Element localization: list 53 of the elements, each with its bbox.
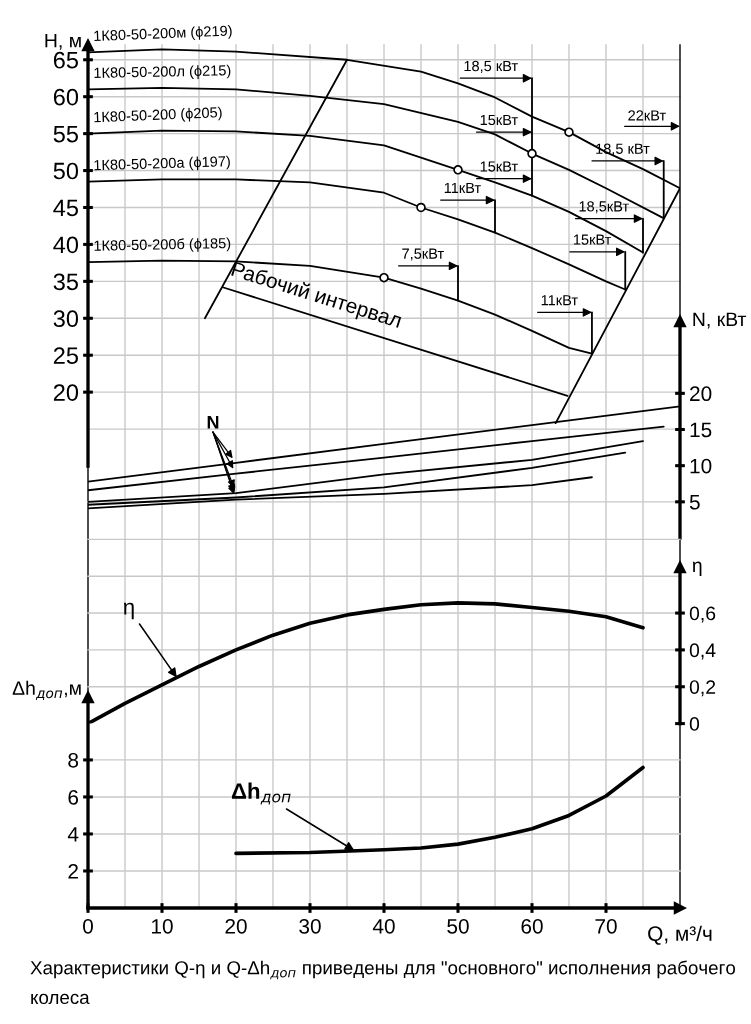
annotation: 15кВт — [480, 161, 518, 172]
y-tick-label: 0,6 — [689, 606, 716, 623]
annotation: η — [123, 602, 134, 620]
annotation: N — [207, 415, 219, 429]
y-tick-label: 25 — [53, 347, 78, 364]
annotation: 22кВт — [628, 110, 666, 121]
y-tick-label: 20 — [53, 384, 79, 401]
y-tick-label: 15 — [690, 422, 712, 438]
series-label: 1К80-50-200б (ϕ185) — [94, 237, 231, 254]
y-tick-label: 8 — [68, 752, 79, 768]
x-tick-label: 10 — [152, 918, 173, 934]
x-tick-label: 70 — [595, 918, 617, 934]
annotation: 15кВт — [480, 114, 518, 126]
y-tick-label: 20 — [690, 386, 712, 402]
y-tick-label: 30 — [53, 310, 79, 328]
y-axis-title: H, м — [45, 33, 81, 50]
y-tick-label: 40 — [53, 236, 79, 254]
text: Характеристики Q-η и Q-Δh$_{доп}$ приведены для "основного" исполнения рабочего колеса — [30, 960, 736, 1005]
y-tick-label: 65 — [53, 51, 78, 69]
y-axis-title: η — [692, 561, 702, 577]
annotation: 18,5кВт — [579, 201, 629, 214]
y-tick-label: 35 — [53, 273, 78, 291]
y-axis-title: N, кВт — [693, 312, 747, 329]
x-tick-label: 60 — [521, 918, 543, 934]
annotation: Δh$_{доп}$ — [231, 782, 291, 805]
y-tick-label: 50 — [53, 162, 79, 180]
y-axis-title: Δh$_{доп}$,м — [12, 680, 81, 700]
y-tick-label: 5 — [689, 495, 700, 510]
y-tick-label: 0,4 — [689, 643, 716, 660]
annotation: 18,5 кВт — [464, 60, 518, 73]
x-tick-label: 50 — [447, 918, 469, 934]
y-tick-label: 55 — [53, 125, 78, 143]
annotation: 15кВт — [573, 234, 612, 245]
series-label: 1К80-50-200м (ϕ219) — [94, 24, 232, 45]
x-tick-label: 0 — [83, 918, 93, 934]
x-tick-label: 20 — [225, 918, 247, 934]
legend-label: 1К80-50-200л (ϕ215) — [94, 64, 231, 81]
y-tick-label: 45 — [53, 199, 78, 217]
annotation: 7,5кВт — [402, 248, 444, 261]
y-tick-label: 4 — [67, 827, 79, 842]
series-label: 1К80-50-200 (ϕ205) — [94, 106, 222, 126]
x-tick-label: 30 — [299, 918, 321, 934]
y-tick-label: 6 — [68, 789, 79, 805]
annotation: 11кВт — [444, 182, 481, 193]
y-tick-label: 60 — [53, 88, 79, 106]
annotation: 11кВт — [541, 295, 578, 306]
y-tick-label: 0,2 — [689, 680, 716, 697]
y-tick-label: 0 — [689, 717, 700, 731]
y-tick-label: 10 — [690, 458, 712, 474]
y-tick-label: 2 — [68, 863, 78, 879]
x-tick-label: 40 — [372, 918, 395, 934]
series-label: 1К80-50-200а (ϕ197) — [94, 155, 231, 174]
x-axis-title: Q, м³/ч — [648, 925, 712, 945]
